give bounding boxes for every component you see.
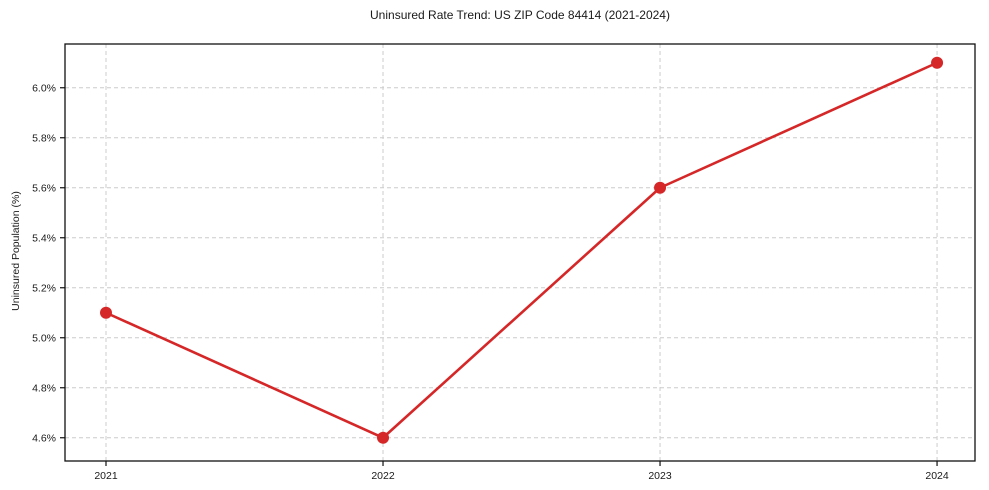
data-point bbox=[654, 181, 667, 194]
x-tick-label: 2022 bbox=[371, 470, 395, 482]
y-tick-label: 5.4% bbox=[32, 232, 56, 244]
y-tick-label: 5.6% bbox=[32, 182, 56, 194]
y-tick-label: 4.8% bbox=[32, 382, 56, 394]
x-tick-label: 2024 bbox=[925, 470, 949, 482]
y-tick-label: 6.0% bbox=[32, 82, 56, 94]
y-tick-label: 4.6% bbox=[32, 432, 56, 444]
chart-title: Uninsured Rate Trend: US ZIP Code 84414 … bbox=[370, 8, 670, 22]
x-tick-label: 2023 bbox=[648, 470, 672, 482]
y-tick-label: 5.2% bbox=[32, 282, 56, 294]
data-point bbox=[99, 306, 112, 319]
axes-spines bbox=[64, 43, 976, 462]
data-point bbox=[377, 431, 390, 444]
x-tick-label: 2021 bbox=[94, 470, 118, 482]
y-tick-label: 5.8% bbox=[32, 132, 56, 144]
data-point bbox=[931, 56, 944, 69]
data-line bbox=[104, 61, 939, 440]
y-tick-label: 5.0% bbox=[32, 332, 56, 344]
